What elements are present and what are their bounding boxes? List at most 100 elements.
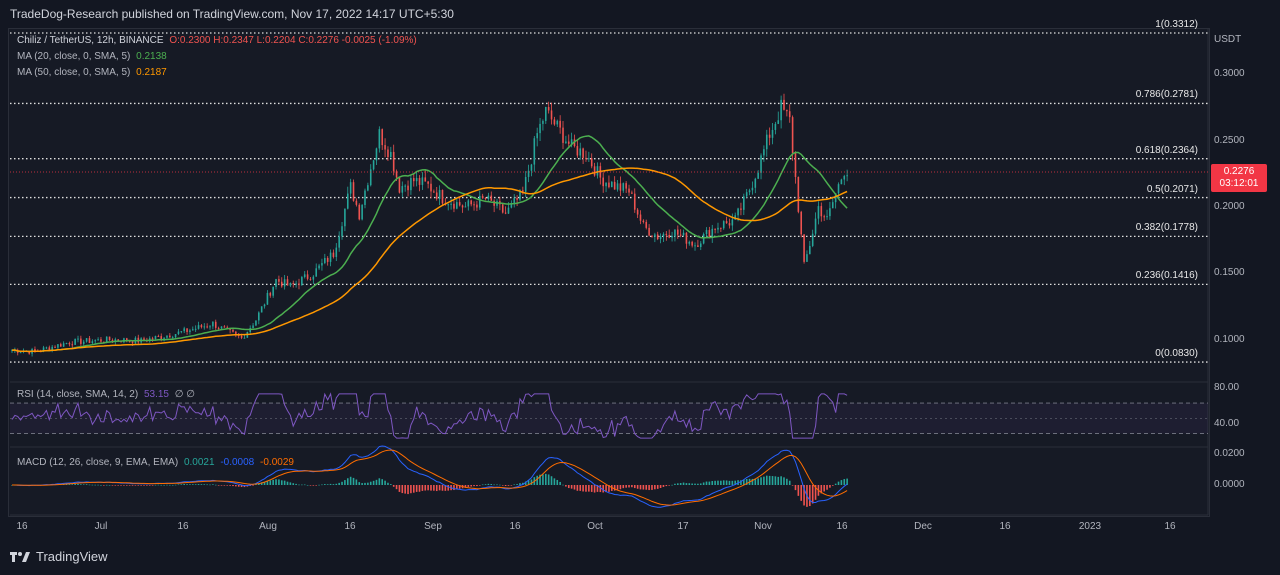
candle-body [467,200,470,207]
macd-histogram-bar [590,485,593,492]
macd-histogram-bar [765,475,768,485]
macd-histogram-bar [189,484,191,485]
macd-signal-line [12,449,848,506]
date-tick-label: Jul [94,521,108,532]
macd-histogram-bar [496,484,498,486]
macd-histogram-bar [654,485,656,490]
symbol-legend: Chiliz / TetherUS, 12h, BINANCE O:0.2300… [17,35,420,46]
macd-histogram-bar [160,484,163,486]
macd-histogram-bar [831,485,834,486]
macd-histogram-bar [229,485,231,486]
macd-histogram-bar [103,485,105,486]
fib-level-label: 0(0.0830) [1155,348,1198,360]
candle-body [415,178,418,182]
macd-histogram-bar [183,484,185,485]
macd-histogram-bar [553,478,556,485]
candle-body [791,117,794,154]
macd-histogram-bar [71,484,74,485]
candle-body [820,206,823,217]
macd-signal-value: -0.0029 [260,457,294,468]
candle-body [177,331,180,335]
date-tick-label: 16 [999,521,1011,532]
footer-brand[interactable]: TradingView [10,549,108,564]
candle-body [214,321,217,328]
candle-body [831,202,834,209]
macd-histogram-bar [352,477,355,485]
candle-body [605,182,607,187]
ma50-legend[interactable]: MA (50, close, 0, SMA, 5) 0.2187 [17,67,170,78]
candle-body [433,191,435,193]
candle-body [194,328,197,330]
candle-body [266,292,269,305]
macd-histogram-bar [272,479,274,485]
fib-level-label: 1(0.3312) [1155,19,1198,31]
macd-histogram-bar [811,485,814,504]
macd-histogram-bar [510,485,513,486]
candle-body [720,227,722,229]
candle-body [157,336,160,338]
macd-histogram-bar [645,485,648,490]
macd-histogram-bar [513,484,516,486]
date-tick-label: 2023 [1078,521,1102,532]
macd-histogram-bar [464,485,467,488]
candle-body [797,176,800,212]
macd-histogram-bar [108,484,111,486]
candle-body [748,190,751,193]
candle-body [556,120,559,125]
macd-histogram-bar [467,485,470,487]
publisher-header: TradeDog-Research published on TradingVi… [10,7,454,21]
macd-histogram-bar [685,483,688,485]
candle-body [154,336,157,340]
candle-body [369,169,372,186]
macd-histogram-bar [743,479,745,485]
macd-histogram-bar [332,484,335,485]
macd-histogram-bar [519,483,521,485]
macd-histogram-bar [275,479,277,485]
candle-body [349,182,352,194]
macd-histogram-bar [628,485,630,488]
candle-body [685,232,688,244]
macd-histogram-bar [791,485,794,486]
candle-body [751,187,754,191]
candle-body [280,281,283,287]
candle-body [206,326,208,328]
price-tick-label: 0.2000 [1214,200,1245,212]
chart-frame[interactable] [8,28,1210,517]
ma20-legend[interactable]: MA (20, close, 0, SMA, 5) 0.2138 [17,51,170,62]
macd-histogram-bar [613,485,616,491]
candle-body [843,176,846,180]
candle-body [114,339,117,342]
candle-body [619,183,622,191]
symbol-name[interactable]: Chiliz / TetherUS, 12h, BINANCE [17,35,164,46]
macd-histogram-bar [306,484,309,486]
macd-histogram-bar [725,480,728,485]
candle-body [352,182,355,201]
candle-body [82,341,85,344]
rsi-legend[interactable]: RSI (14, close, SMA, 14, 2) 53.15 ∅ ∅ [17,389,198,400]
candle-body [209,326,211,328]
macd-histogram-bar [631,485,633,488]
macd-histogram-bar [278,479,280,485]
candle-body [633,193,636,210]
macd-histogram-bar [734,480,737,485]
macd-histogram-bar [286,481,289,485]
candle-body [616,183,619,190]
fib-level-label: 0.382(0.1778) [1135,222,1198,234]
macd-histogram-bar [338,482,340,485]
candle-body [243,337,246,339]
macd-histogram-bar [186,484,188,485]
macd-histogram-bar [114,485,117,486]
macd-histogram-bar [346,478,349,485]
candle-body [358,204,361,220]
candle-body [131,341,134,344]
date-tick-label: 16 [509,521,521,532]
candle-body [151,338,154,340]
candle-body [384,145,386,150]
macd-legend[interactable]: MACD (12, 26, close, 9, EMA, EMA) 0.0021… [17,457,297,468]
bar-countdown: 03:12:01 [1219,178,1259,189]
macd-histogram-bar [68,484,71,485]
macd-histogram-bar [444,485,447,491]
macd-histogram-bar [387,482,389,485]
candle-body [823,216,825,218]
